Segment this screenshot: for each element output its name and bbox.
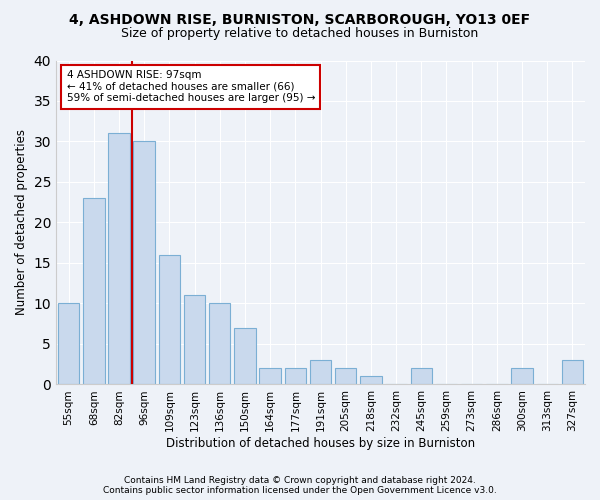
Bar (335, 368, 356, 384)
Bar (109, 134, 130, 384)
Bar (259, 368, 281, 384)
Bar (58, 304, 79, 384)
Bar (133, 142, 155, 384)
Bar (83, 198, 104, 384)
Bar (310, 360, 331, 384)
Bar (209, 304, 230, 384)
Text: 4 ASHDOWN RISE: 97sqm
← 41% of detached houses are smaller (66)
59% of semi-deta: 4 ASHDOWN RISE: 97sqm ← 41% of detached … (67, 70, 315, 103)
Bar (158, 255, 180, 384)
Bar (184, 296, 205, 384)
Y-axis label: Number of detached properties: Number of detached properties (15, 130, 28, 316)
Bar (410, 368, 432, 384)
Text: Size of property relative to detached houses in Burniston: Size of property relative to detached ho… (121, 28, 479, 40)
Bar (360, 376, 382, 384)
Bar (562, 360, 583, 384)
Text: Contains HM Land Registry data © Crown copyright and database right 2024.: Contains HM Land Registry data © Crown c… (124, 476, 476, 485)
Bar (511, 368, 533, 384)
Text: 4, ASHDOWN RISE, BURNISTON, SCARBOROUGH, YO13 0EF: 4, ASHDOWN RISE, BURNISTON, SCARBOROUGH,… (70, 12, 530, 26)
X-axis label: Distribution of detached houses by size in Burniston: Distribution of detached houses by size … (166, 437, 475, 450)
Text: Contains public sector information licensed under the Open Government Licence v3: Contains public sector information licen… (103, 486, 497, 495)
Bar (234, 328, 256, 384)
Bar (284, 368, 306, 384)
